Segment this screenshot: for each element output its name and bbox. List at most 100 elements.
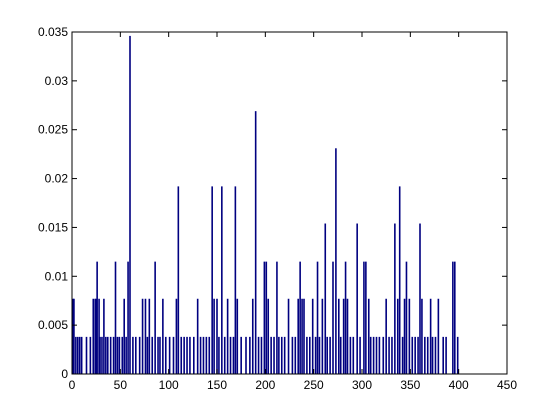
- bar: [424, 336, 426, 374]
- x-tick-label: 0: [69, 378, 76, 392]
- bar: [213, 298, 215, 374]
- bar: [159, 336, 161, 374]
- bar: [329, 336, 331, 374]
- bar: [105, 336, 107, 374]
- x-tick-label: 50: [114, 378, 128, 392]
- bar: [297, 298, 299, 374]
- bar: [367, 298, 370, 374]
- bar: [263, 261, 266, 374]
- bar: [232, 336, 235, 374]
- bar: [85, 336, 88, 374]
- bar: [189, 336, 191, 374]
- bar: [344, 261, 347, 374]
- y-tick-label: 0.035: [38, 25, 68, 39]
- bar: [164, 336, 167, 374]
- bar: [356, 223, 358, 374]
- bar: [283, 336, 286, 374]
- bar: [359, 336, 361, 374]
- bar: [135, 336, 137, 374]
- bar: [299, 261, 301, 374]
- bar: [311, 298, 314, 374]
- x-tick-label: 400: [449, 378, 469, 392]
- bar: [240, 336, 242, 374]
- bar: [95, 298, 97, 374]
- bar: [196, 298, 199, 374]
- bar: [101, 336, 103, 374]
- bar: [291, 336, 294, 374]
- bar: [372, 336, 375, 374]
- bar: [157, 336, 159, 374]
- bar: [434, 336, 437, 374]
- bar: [127, 261, 129, 374]
- bar: [148, 298, 151, 374]
- bar: [229, 336, 232, 374]
- bar: [429, 298, 432, 374]
- bar: [273, 336, 275, 374]
- bar: [421, 298, 423, 374]
- bar: [391, 336, 393, 374]
- bar: [154, 261, 156, 374]
- bar: [369, 336, 372, 374]
- y-tick-label: 0: [61, 367, 68, 381]
- bar: [396, 298, 399, 374]
- bar: [129, 35, 131, 375]
- bar: [445, 336, 447, 374]
- x-tick-label: 150: [207, 378, 227, 392]
- bar: [96, 261, 98, 374]
- x-tick-label: 100: [159, 378, 179, 392]
- bar: [251, 298, 254, 374]
- bar: [414, 336, 416, 374]
- bar: [335, 148, 337, 374]
- x-tick-label: 350: [400, 378, 420, 392]
- bar: [146, 336, 149, 374]
- bar: [75, 336, 77, 374]
- x-tick-label: 250: [304, 378, 324, 392]
- bar: [426, 336, 429, 374]
- bar: [162, 298, 164, 374]
- bar: [303, 298, 305, 374]
- bar: [321, 298, 324, 374]
- bar: [342, 298, 345, 374]
- bar: [394, 223, 396, 374]
- bar: [202, 336, 205, 374]
- bar: [267, 298, 270, 374]
- bar: [301, 298, 303, 374]
- bar: [411, 336, 414, 374]
- bar: [114, 261, 117, 374]
- bar: [452, 261, 454, 374]
- bar: [177, 186, 180, 374]
- x-tick-label: 450: [497, 378, 517, 392]
- y-tick-label: 0.005: [38, 318, 68, 332]
- bar: [249, 336, 251, 374]
- bar: [408, 298, 411, 374]
- bar: [78, 336, 81, 374]
- bar: [172, 336, 175, 374]
- bar: [260, 336, 263, 374]
- bar: [352, 336, 355, 374]
- bar: [221, 186, 223, 374]
- bar: [339, 336, 342, 374]
- bar: [294, 336, 297, 374]
- bar: [431, 336, 434, 374]
- bar: [132, 336, 134, 374]
- bar: [346, 298, 349, 374]
- bar: [183, 336, 185, 374]
- bar: [280, 336, 283, 374]
- bar: [316, 261, 319, 374]
- bar: [324, 223, 327, 374]
- bar: [98, 298, 100, 374]
- bar: [401, 336, 404, 374]
- bar: [123, 298, 125, 374]
- bar: [168, 336, 171, 374]
- bar: [403, 298, 406, 374]
- bar: [437, 298, 440, 374]
- bar: [151, 336, 154, 374]
- bar: [226, 298, 229, 374]
- bar: [138, 336, 141, 374]
- bar: [456, 336, 459, 374]
- bar: [278, 336, 280, 374]
- bar: [109, 336, 112, 374]
- bar: [388, 336, 390, 374]
- bar: [112, 336, 115, 374]
- bar: [318, 336, 321, 374]
